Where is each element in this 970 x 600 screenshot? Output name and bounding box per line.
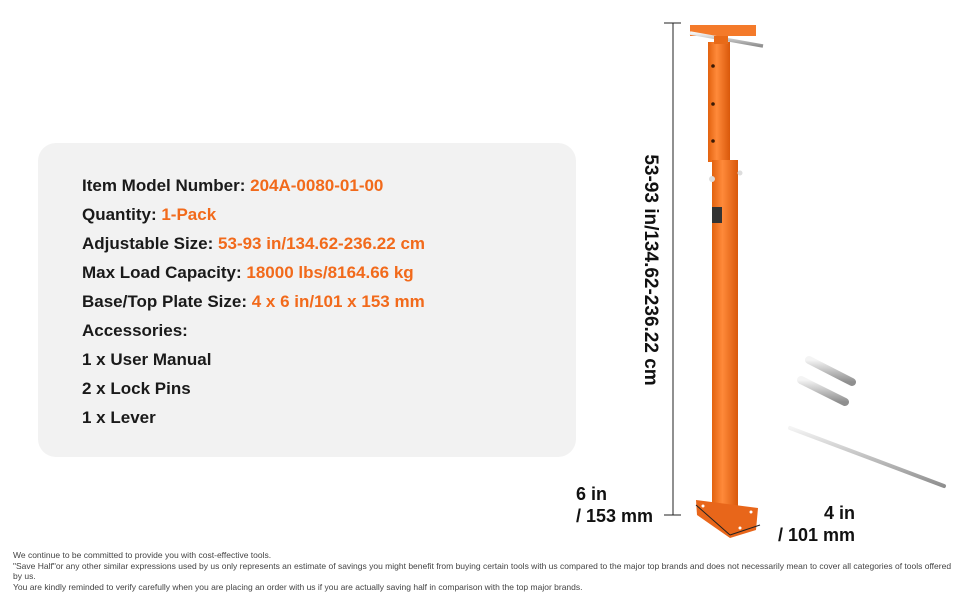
plate-length-in: 6 in <box>576 484 608 504</box>
disclaimer-line: "Save Half"or any other similar expressi… <box>13 560 952 582</box>
spec-list: Item Model Number: 204A-0080-01-00 Quant… <box>82 176 425 437</box>
spec-label: Item Model Number: <box>82 176 251 195</box>
height-dimension-line <box>664 22 681 516</box>
spec-value: 204A-0080-01-00 <box>250 176 384 195</box>
spec-value: 4 x 6 in/101 x 153 mm <box>251 292 425 311</box>
spec-value: 1-Pack <box>161 205 217 224</box>
spec-label: Base/Top Plate Size: <box>82 292 252 311</box>
plate-length-label: 6 in / 153 mm <box>576 483 653 527</box>
accessories-heading: Accessories: <box>82 321 188 340</box>
spec-size: Adjustable Size: 53-93 in/134.62-236.22 … <box>82 234 425 263</box>
spec-panel <box>38 143 576 457</box>
plate-width-in: 4 in <box>823 503 855 523</box>
lever <box>788 426 946 488</box>
accessory-item: 1 x Lever <box>82 408 156 427</box>
spec-label: Quantity: <box>82 205 162 224</box>
spec-load: Max Load Capacity: 18000 lbs/8164.66 kg <box>82 263 425 292</box>
spec-quantity: Quantity: 1-Pack <box>82 205 425 234</box>
spec-value: 53-93 in/134.62-236.22 cm <box>218 234 426 253</box>
disclaimer-line: We continue to be committed to provide y… <box>13 550 272 560</box>
disclaimer: We continue to be committed to provide y… <box>13 550 958 592</box>
spec-plate: Base/Top Plate Size: 4 x 6 in/101 x 153 … <box>82 292 425 321</box>
plate-length-mm: / 153 mm <box>576 506 654 526</box>
accessory-item: 2 x Lock Pins <box>82 379 191 398</box>
spec-value: 18000 lbs/8164.66 kg <box>246 263 414 282</box>
spec-label: Max Load Capacity: <box>82 263 247 282</box>
height-dimension-label: 53-93 in/134.62-236.22 cm <box>640 154 661 386</box>
plate-width-mm: / 101 mm <box>777 525 855 545</box>
disclaimer-line: You are kindly reminded to verify carefu… <box>13 581 583 592</box>
accessory-item: 1 x User Manual <box>82 350 212 369</box>
post-column <box>708 42 743 515</box>
base-plate <box>695 500 761 538</box>
plate-width-label: 4 in / 101 mm <box>777 502 855 546</box>
spec-label: Adjustable Size: <box>82 234 219 253</box>
spec-model: Item Model Number: 204A-0080-01-00 <box>82 176 425 205</box>
top-plate <box>689 25 764 48</box>
lock-pins <box>797 356 856 406</box>
